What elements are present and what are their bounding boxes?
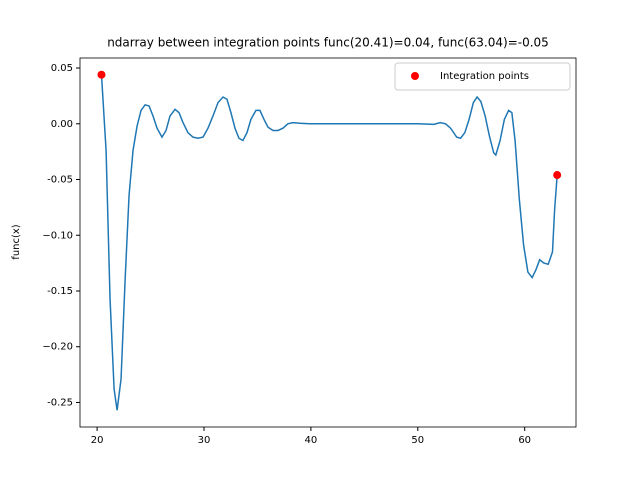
y-tick-label: −0.20 bbox=[42, 342, 73, 353]
legend-box bbox=[394, 62, 571, 91]
plot-frame bbox=[79, 57, 577, 428]
line-series bbox=[100, 74, 558, 411]
y-tick-label: −0.10 bbox=[42, 230, 73, 241]
y-tick-label: -0.05 bbox=[47, 175, 73, 186]
x-tick-label: 40 bbox=[305, 435, 318, 446]
x-tick-label: 50 bbox=[411, 435, 424, 446]
y-tick-label: -0.25 bbox=[47, 397, 73, 408]
x-tick-label: 20 bbox=[91, 435, 104, 446]
integration-point bbox=[97, 70, 106, 79]
x-tick-label: 30 bbox=[198, 435, 211, 446]
legend-label: Integration points bbox=[440, 71, 529, 82]
y-tick-label: -0.15 bbox=[47, 286, 73, 297]
integration-point bbox=[553, 171, 562, 180]
legend-marker bbox=[411, 72, 419, 80]
y-axis-label: func(x) bbox=[11, 224, 22, 260]
y-tick-label: 0.05 bbox=[51, 63, 73, 74]
y-tick-label: 0.00 bbox=[51, 119, 73, 130]
x-tick-label: 60 bbox=[518, 435, 531, 446]
chart-title: ndarray between integration points func(… bbox=[107, 36, 549, 50]
